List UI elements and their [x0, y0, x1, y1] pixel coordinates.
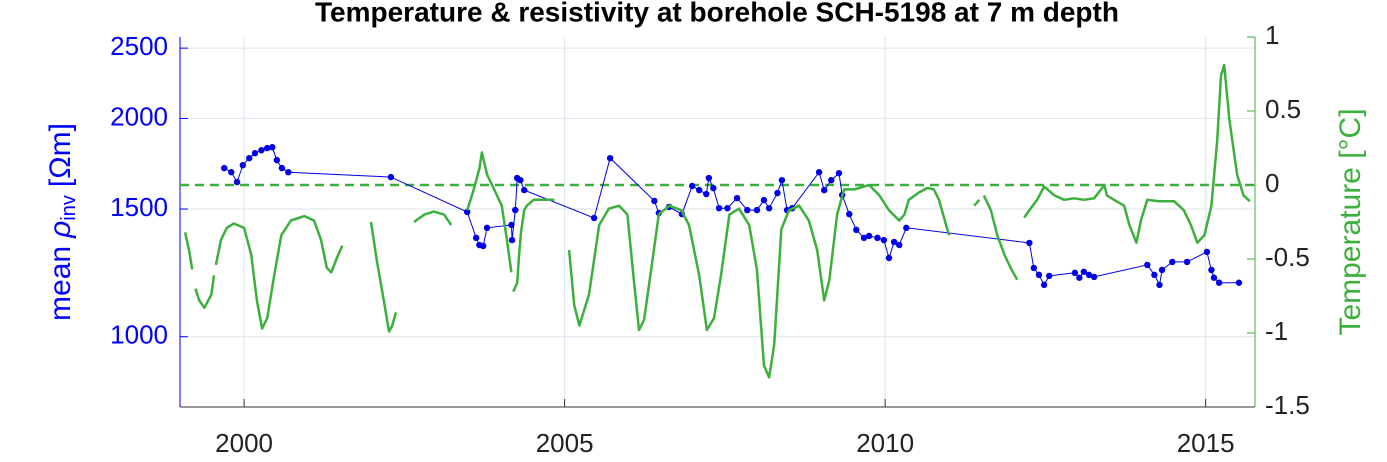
resistivity-point — [1046, 272, 1053, 280]
y2-tick-label: 1 — [1265, 20, 1279, 50]
resistivity-point — [273, 156, 280, 164]
resistivity-point — [1158, 266, 1166, 274]
x-tick-label: 2010 — [856, 428, 914, 458]
resistivity-point — [896, 241, 903, 249]
resistivity-point — [472, 234, 480, 242]
resistivity-point — [705, 174, 713, 182]
resistivity-point — [221, 164, 228, 172]
y2-tick-label: 0.5 — [1265, 94, 1301, 124]
resistivity-point — [710, 184, 717, 192]
resistivity-point — [815, 169, 823, 176]
resistivity-point — [512, 206, 519, 214]
resistivity-point — [480, 242, 487, 250]
resistivity-point — [1090, 273, 1098, 281]
y-tick-label: 2000 — [110, 101, 168, 131]
resistivity-point — [696, 186, 703, 194]
resistivity-point — [1156, 281, 1163, 289]
x-tick-label: 2005 — [536, 428, 594, 458]
y-tick-label: 1000 — [110, 320, 168, 350]
resistivity-point — [278, 164, 286, 172]
resistivity-point — [521, 186, 528, 194]
chart-title: Temperature & resistivity at borehole SC… — [315, 0, 1119, 27]
resistivity-point — [715, 204, 723, 212]
y-axis-label-part: ρ — [44, 221, 77, 239]
resistivity-point — [590, 214, 598, 222]
resistivity-point — [1169, 258, 1176, 266]
resistivity-point — [483, 224, 491, 232]
y-axis-label: mean ρinv [Ωm] — [44, 123, 80, 321]
resistivity-point — [1215, 279, 1223, 286]
y-tick-label: 1500 — [110, 192, 168, 222]
resistivity-point — [1208, 266, 1215, 274]
x-tick-label: 2000 — [215, 428, 273, 458]
resistivity-point — [508, 221, 515, 229]
y-axis-label-part: mean — [44, 246, 77, 321]
resistivity-point — [517, 176, 524, 184]
resistivity-point — [753, 206, 761, 214]
resistivity-point — [835, 169, 843, 177]
resistivity-point — [285, 169, 292, 176]
resistivity-point — [890, 238, 898, 246]
resistivity-point — [1085, 271, 1093, 279]
resistivity-point — [1151, 271, 1158, 279]
resistivity-point — [1026, 239, 1033, 247]
y2-tick-label: 0 — [1265, 168, 1279, 198]
resistivity-point — [774, 189, 781, 197]
resistivity-point — [703, 190, 710, 198]
resistivity-point — [860, 234, 868, 242]
resistivity-point — [508, 236, 516, 244]
resistivity-point — [258, 147, 265, 154]
resistivity-point — [1080, 268, 1088, 275]
resistivity-point — [651, 197, 658, 205]
resistivity-point — [733, 194, 741, 202]
resistivity-point — [688, 182, 696, 190]
resistivity-point — [1235, 279, 1243, 286]
resistivity-point — [463, 208, 471, 216]
resistivity-point — [1183, 258, 1191, 266]
x-tick-label: 2015 — [1177, 428, 1235, 458]
resistivity-point — [1144, 261, 1151, 269]
resistivity-point — [387, 173, 395, 181]
resistivity-point — [865, 232, 873, 240]
resistivity-point — [724, 204, 731, 212]
resistivity-point — [1040, 281, 1048, 289]
resistivity-point — [760, 196, 768, 204]
resistivity-point — [1203, 248, 1211, 256]
resistivity-point — [233, 178, 241, 186]
resistivity-point — [251, 149, 259, 157]
y2-axis-label: Temperature [°C] — [1334, 108, 1367, 335]
resistivity-point — [885, 254, 893, 262]
resistivity-point — [606, 154, 614, 162]
resistivity-point — [1071, 269, 1079, 277]
resistivity-point — [778, 176, 786, 184]
resistivity-point — [1210, 274, 1218, 281]
resistivity-point — [828, 176, 835, 184]
resistivity-point — [821, 186, 828, 194]
resistivity-line — [223, 146, 1239, 287]
temperature-line — [183, 63, 1251, 379]
resistivity-point — [853, 226, 860, 234]
resistivity-point — [765, 204, 773, 212]
resistivity-point — [880, 236, 888, 244]
resistivity-point — [903, 224, 910, 232]
y-axis-label-part: [Ωm] — [44, 123, 77, 187]
resistivity-point — [1030, 264, 1038, 272]
resistivity-point — [1076, 274, 1083, 281]
resistivity-point — [1035, 271, 1043, 279]
y2-tick-label: -1.5 — [1265, 390, 1310, 420]
resistivity-point — [846, 210, 853, 218]
resistivity-point — [246, 154, 253, 162]
resistivity-point — [228, 169, 235, 176]
resistivity-point — [263, 144, 271, 152]
resistivity-point — [874, 234, 881, 242]
resistivity-point — [744, 206, 751, 214]
y2-tick-label: -0.5 — [1265, 242, 1310, 272]
y-tick-label: 2500 — [110, 31, 168, 61]
y-axis-label-part: inv — [58, 195, 80, 221]
resistivity-point — [269, 144, 276, 151]
resistivity-point — [239, 161, 247, 169]
y2-tick-label: -1 — [1265, 316, 1288, 346]
